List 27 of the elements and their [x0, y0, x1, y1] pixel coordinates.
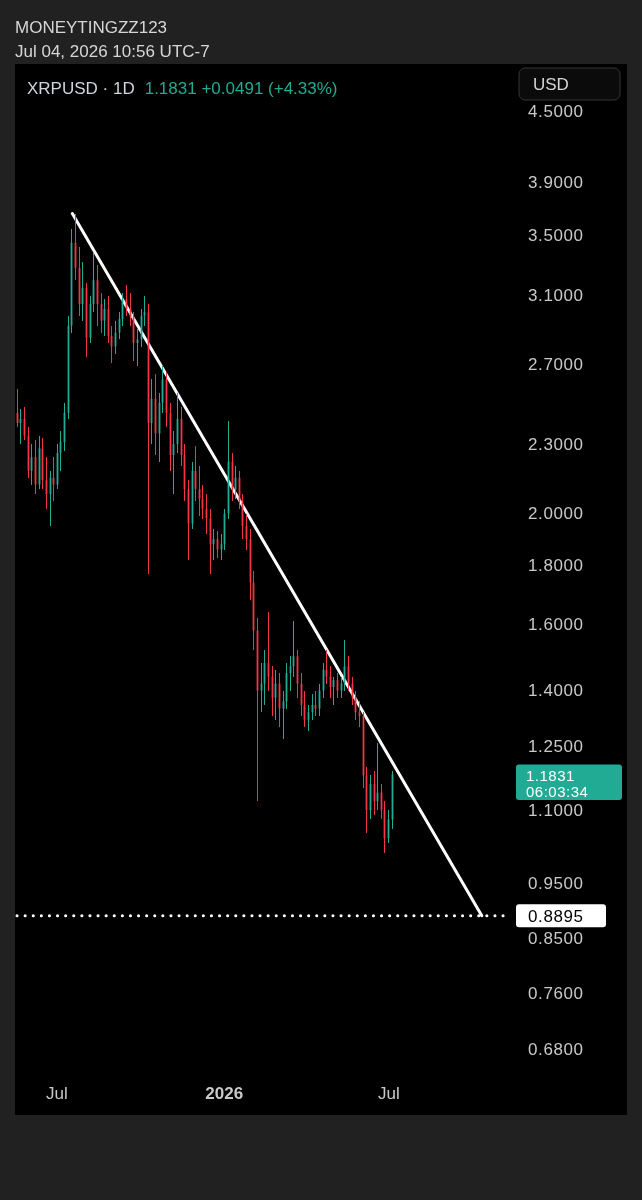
ref-line-label: 0.8895 — [528, 906, 584, 926]
x-tick-label: Jul — [45, 1083, 68, 1103]
y-tick-label: 1.6000 — [528, 614, 584, 634]
y-tick-label: 2.7000 — [528, 355, 584, 375]
y-tick-label: 0.6800 — [528, 1039, 584, 1059]
y-tick-label: 1.4000 — [528, 681, 584, 701]
y-tick-label: 1.1000 — [528, 800, 584, 820]
y-tick-label: 3.5000 — [528, 226, 584, 246]
y-tick-label: 0.8500 — [528, 928, 584, 948]
y-tick-label: 3.1000 — [528, 286, 584, 306]
x-tick-label: Jul — [378, 1083, 400, 1103]
y-tick-label: 1.2500 — [528, 737, 584, 757]
x-tick-label: 2026 — [205, 1083, 244, 1103]
y-tick-label: 2.3000 — [528, 434, 584, 454]
chart-title: XRPUSD · 1D — [27, 78, 135, 98]
y-tick-label: 4.5000 — [528, 101, 584, 121]
y-tick-label: 2.0000 — [528, 504, 584, 524]
text: Jul 04, 2026 10:56 UTC-7 — [15, 41, 210, 61]
text: 1.1831 — [526, 766, 575, 784]
chart-subtitle: 1.1831 +0.0491 (+4.33%) — [144, 78, 338, 98]
y-tick-label: 0.9500 — [528, 873, 584, 893]
text: MONEYTINGZZ123 — [15, 17, 168, 37]
y-axis-title: USD — [533, 74, 569, 94]
y-tick-label: 1.8000 — [528, 556, 584, 576]
text: 06:03:34 — [526, 782, 589, 800]
y-tick-label: 0.7600 — [528, 984, 584, 1004]
y-tick-label: 3.9000 — [528, 172, 584, 192]
